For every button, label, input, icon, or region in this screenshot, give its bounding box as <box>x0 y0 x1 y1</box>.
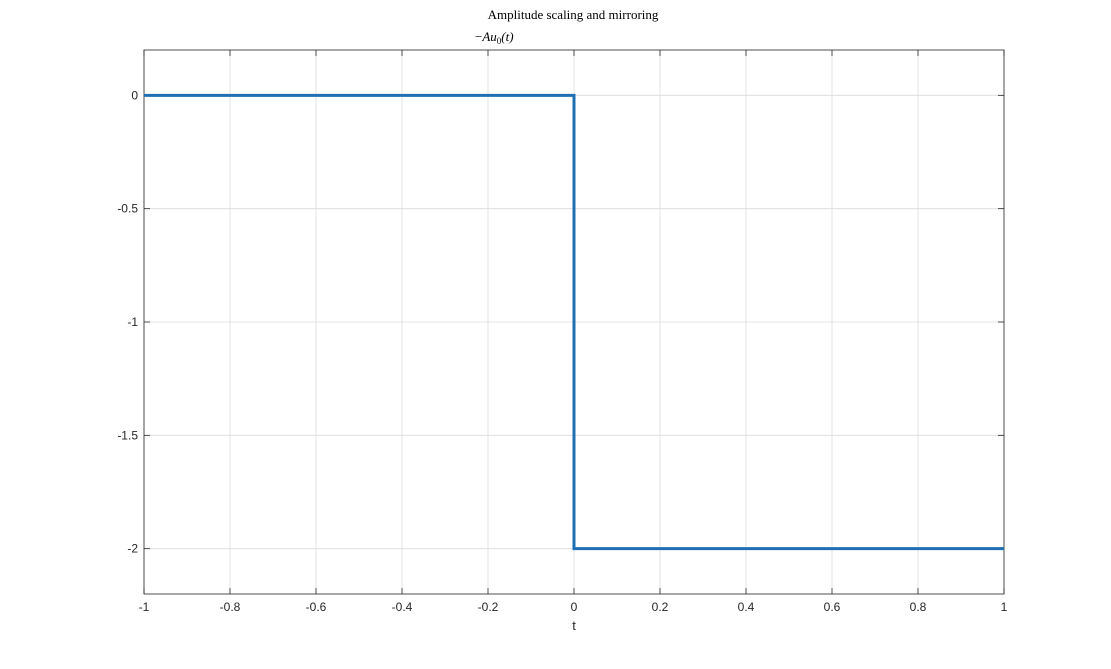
x-tick-label: -0.4 <box>392 600 413 614</box>
subtitle-argument: (t) <box>501 29 513 44</box>
x-tick-label: -0.6 <box>306 600 327 614</box>
y-tick-label: -2 <box>127 542 138 556</box>
x-tick-label: -0.2 <box>478 600 499 614</box>
x-tick-label: -0.8 <box>220 600 241 614</box>
subtitle-prefix: − <box>475 29 482 44</box>
subtitle-subscript: 0 <box>497 36 502 46</box>
y-tick-label: -0.5 <box>117 202 138 216</box>
series <box>144 93 1004 551</box>
x-tick-label: 0.4 <box>738 600 755 614</box>
chart-subtitle: −Au0(t) <box>475 29 514 46</box>
x-tick-label: 0 <box>571 600 578 614</box>
chart-title: Amplitude scaling and mirroring <box>488 7 659 22</box>
y-tick-label: -1 <box>127 315 138 329</box>
subtitle-amplitude: A <box>481 29 490 44</box>
x-tick-label: 0.2 <box>652 600 669 614</box>
ticks: -1 -0.8 -0.6 -0.4 -0.2 0 0.2 0.4 0.6 0.8 1 0 -0.5 -1 -… <box>117 50 1008 614</box>
x-tick-label: 0.6 <box>824 600 841 614</box>
x-tick-label: -1 <box>139 600 150 614</box>
x-tick-label: 1 <box>1001 600 1008 614</box>
subtitle-step: u <box>490 29 497 44</box>
y-tick-label: -1.5 <box>117 428 138 442</box>
series-line <box>144 93 1004 551</box>
y-tick-label: 0 <box>131 88 138 102</box>
x-tick-label: 0.8 <box>910 600 927 614</box>
x-axis-label: t <box>572 618 576 633</box>
